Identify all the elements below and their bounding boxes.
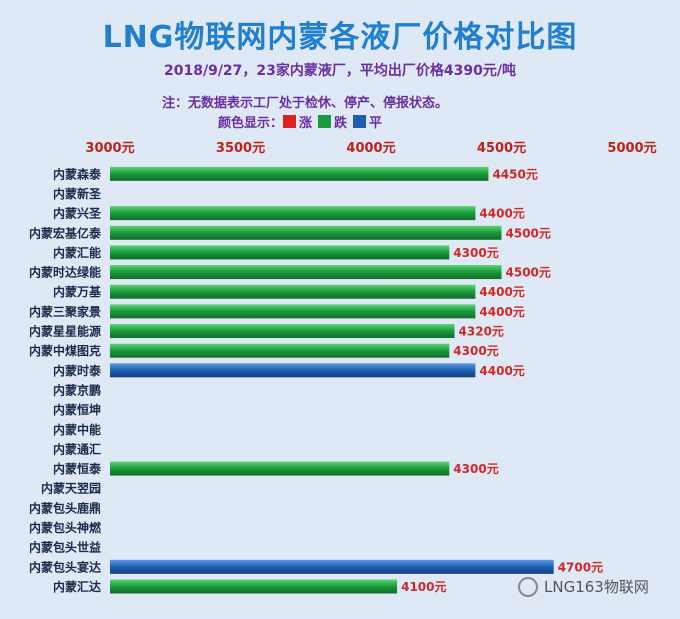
watermark: LNG163物联网 bbox=[518, 576, 649, 597]
value-label: 4700元 bbox=[558, 560, 603, 574]
value-label: 4450元 bbox=[492, 167, 537, 181]
value-label: 4400元 bbox=[479, 305, 524, 319]
bars bbox=[110, 166, 554, 594]
category-label: 内蒙时达绿能 bbox=[29, 265, 101, 280]
category-label: 内蒙中煤图克 bbox=[29, 343, 101, 358]
bar bbox=[110, 324, 455, 339]
category-label: 内蒙包头鹿鼎 bbox=[29, 500, 101, 515]
category-label: 内蒙通汇 bbox=[53, 441, 101, 456]
bar bbox=[110, 559, 554, 574]
value-label: 4400元 bbox=[479, 364, 524, 378]
category-label: 内蒙森泰 bbox=[53, 166, 102, 181]
category-label: 内蒙汇达 bbox=[53, 579, 101, 594]
x-axis-ticks: 3000元 3500元 4000元 4500元 5000元 bbox=[85, 141, 656, 156]
bar bbox=[110, 343, 450, 358]
bar bbox=[110, 265, 502, 280]
legend-item-flat: 平 bbox=[353, 112, 382, 131]
category-labels: 内蒙森泰内蒙新圣内蒙兴圣内蒙宏基亿泰内蒙汇能内蒙时达绿能内蒙万基内蒙三聚家景内蒙… bbox=[29, 166, 102, 594]
category-label: 内蒙万基 bbox=[53, 284, 102, 299]
category-label: 内蒙时泰 bbox=[53, 363, 102, 378]
x-tick-label: 4000元 bbox=[346, 141, 395, 156]
value-labels: 4450元 4400元 4500元 4300元 4500元 4400元 4400元 4320元… bbox=[401, 167, 603, 594]
value-label: 4400元 bbox=[479, 285, 524, 299]
legend-text-flat: 平 bbox=[369, 116, 383, 131]
legend-text-fall: 跌 bbox=[334, 116, 348, 131]
legend-swatch-rise bbox=[283, 115, 297, 128]
value-label: 4300元 bbox=[453, 462, 498, 476]
category-label: 内蒙包头宴达 bbox=[29, 559, 101, 574]
category-label: 内蒙京鹏 bbox=[53, 382, 101, 397]
category-label: 内蒙天翌园 bbox=[41, 481, 101, 496]
bar bbox=[110, 225, 502, 240]
category-label: 内蒙包头世益 bbox=[29, 540, 101, 555]
value-label: 4500元 bbox=[506, 266, 551, 280]
bar bbox=[110, 461, 450, 476]
bar bbox=[110, 166, 489, 181]
category-label: 内蒙兴圣 bbox=[53, 206, 102, 221]
legend: 颜色显示： 涨 跌 平 bbox=[218, 112, 388, 131]
legend-label: 颜色显示： bbox=[218, 116, 284, 131]
legend-item-fall: 跌 bbox=[318, 112, 347, 131]
category-label: 内蒙恒泰 bbox=[53, 461, 102, 476]
category-label: 内蒙新圣 bbox=[53, 186, 102, 201]
bar bbox=[110, 579, 398, 594]
chart-title: LNG物联网内蒙各液厂价格对比图 bbox=[102, 20, 578, 55]
chart-subtitle: 2018/9/27，23家内蒙液厂，平均出厂价格4390元/吨 bbox=[164, 63, 516, 79]
chart-note: 注：无数据表示工厂处于检休、停产、停报状态。 bbox=[162, 96, 449, 111]
x-tick-label: 5000元 bbox=[607, 141, 656, 156]
category-label: 内蒙三聚家景 bbox=[29, 304, 101, 319]
category-label: 内蒙汇能 bbox=[53, 245, 101, 260]
value-label: 4100元 bbox=[401, 580, 446, 594]
bar bbox=[110, 245, 450, 260]
category-label: 内蒙中能 bbox=[53, 422, 101, 437]
category-label: 内蒙包头神燃 bbox=[29, 520, 102, 535]
bar bbox=[110, 363, 476, 378]
watermark-text: LNG163物联网 bbox=[544, 578, 649, 596]
value-label: 4300元 bbox=[453, 344, 498, 358]
x-tick-label: 4500元 bbox=[477, 141, 526, 156]
bar bbox=[110, 304, 476, 319]
bar bbox=[110, 284, 476, 299]
legend-text-rise: 涨 bbox=[299, 116, 313, 131]
wechat-icon bbox=[518, 576, 538, 597]
value-label: 4300元 bbox=[453, 246, 498, 260]
legend-swatch-flat bbox=[353, 115, 367, 128]
value-label: 4320元 bbox=[459, 325, 504, 339]
bar bbox=[110, 206, 476, 221]
value-label: 4400元 bbox=[479, 207, 524, 221]
value-label: 4500元 bbox=[506, 226, 551, 240]
x-tick-label: 3000元 bbox=[85, 141, 134, 156]
x-tick-label: 3500元 bbox=[216, 141, 265, 156]
legend-item-rise: 涨 bbox=[283, 112, 312, 131]
category-label: 内蒙恒坤 bbox=[53, 402, 101, 417]
legend-swatch-fall bbox=[318, 115, 332, 128]
category-label: 内蒙星星能源 bbox=[29, 324, 101, 339]
category-label: 内蒙宏基亿泰 bbox=[29, 225, 102, 240]
